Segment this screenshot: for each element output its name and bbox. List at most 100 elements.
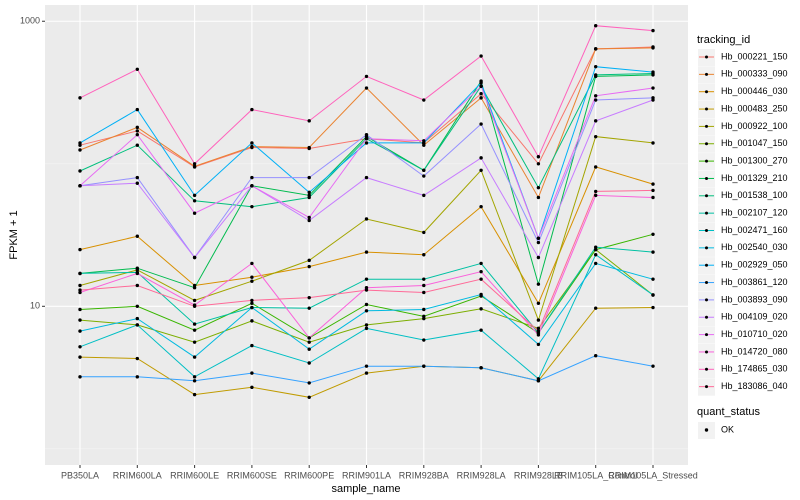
data-point xyxy=(364,74,369,79)
data-point xyxy=(594,247,598,252)
data-point xyxy=(307,218,311,223)
legend-key-point xyxy=(705,333,708,337)
data-point xyxy=(651,195,655,200)
data-point xyxy=(135,304,139,308)
data-point xyxy=(479,204,483,209)
data-point xyxy=(364,277,369,281)
y-tick-label: 1000 xyxy=(20,16,40,26)
legend-label: Hb_003861_120 xyxy=(721,277,788,287)
data-point xyxy=(192,355,197,359)
data-point xyxy=(651,188,655,193)
legend-key-point xyxy=(705,194,708,198)
legend-label: Hb_002471_160 xyxy=(721,225,788,235)
data-point xyxy=(594,98,598,102)
data-point xyxy=(651,141,655,145)
data-point xyxy=(364,288,369,292)
data-point xyxy=(364,250,369,254)
data-point xyxy=(479,156,483,160)
data-point xyxy=(78,307,82,312)
data-point xyxy=(651,250,655,254)
legend-label: Hb_001047_150 xyxy=(721,138,788,148)
data-point xyxy=(422,338,426,342)
data-point xyxy=(594,24,598,28)
data-point xyxy=(479,96,483,100)
data-point xyxy=(651,28,655,33)
legend-key-point xyxy=(705,246,708,250)
data-point xyxy=(651,46,655,50)
legend-key-point xyxy=(705,142,708,146)
data-point xyxy=(192,304,197,308)
data-point xyxy=(307,340,311,344)
data-point xyxy=(364,309,369,313)
data-point xyxy=(594,245,598,249)
data-point xyxy=(422,314,426,319)
data-point xyxy=(78,283,82,288)
data-point xyxy=(422,98,426,102)
legend-key-point xyxy=(705,385,708,389)
legend-key-point xyxy=(705,298,708,302)
data-point xyxy=(594,64,598,69)
data-point xyxy=(135,181,139,185)
data-point xyxy=(307,381,311,385)
data-point xyxy=(536,255,541,260)
legend-key-point xyxy=(705,176,708,180)
data-point xyxy=(536,318,541,322)
legend-key-point xyxy=(705,159,708,163)
legend-label: Hb_000483_250 xyxy=(721,103,788,113)
data-point xyxy=(78,329,82,333)
data-point xyxy=(250,141,254,145)
data-point xyxy=(250,301,254,305)
x-tick-label: RRIM600SE xyxy=(227,470,277,480)
data-point xyxy=(192,298,197,303)
legend-label: Hb_010710_020 xyxy=(721,329,788,339)
data-point xyxy=(364,364,369,368)
data-point xyxy=(135,175,139,180)
x-tick-label: RRIM105LA_Stressed xyxy=(608,470,698,480)
data-point xyxy=(422,139,426,143)
legend-key-point xyxy=(705,124,708,128)
data-point xyxy=(479,54,483,58)
data-point xyxy=(78,96,82,100)
legend-label: Hb_183086_040 xyxy=(721,381,788,391)
data-point xyxy=(651,86,655,90)
legend-key-point xyxy=(705,90,708,94)
data-point xyxy=(536,240,541,245)
data-point xyxy=(594,189,598,194)
data-point xyxy=(307,215,311,220)
data-point xyxy=(594,193,598,198)
data-point xyxy=(422,290,426,295)
data-point xyxy=(78,290,82,295)
legend-title: quant_status xyxy=(697,406,760,418)
data-point xyxy=(651,293,655,297)
legend-key-point xyxy=(705,107,708,111)
data-point xyxy=(651,364,655,368)
legend-label: Hb_000333_090 xyxy=(721,69,788,79)
data-point xyxy=(594,165,598,169)
x-tick-label: RRIM600LA xyxy=(113,470,162,480)
data-point xyxy=(651,305,655,310)
data-point xyxy=(78,355,82,359)
data-point xyxy=(250,175,254,180)
legend-label: Hb_003893_090 xyxy=(721,294,788,304)
legend-label: Hb_004109_020 xyxy=(721,312,788,322)
data-point xyxy=(479,292,483,297)
data-point xyxy=(479,122,483,126)
data-point xyxy=(536,342,541,347)
legend-label: Hb_002107_120 xyxy=(721,208,788,218)
legend-key-point xyxy=(705,281,708,285)
data-point xyxy=(192,322,197,326)
x-tick-label: PB350LA xyxy=(61,470,99,480)
data-point xyxy=(536,326,541,331)
data-point xyxy=(651,70,655,74)
data-point xyxy=(594,354,598,358)
data-point xyxy=(364,286,369,290)
data-point xyxy=(364,132,369,137)
data-point xyxy=(192,199,197,203)
data-point xyxy=(422,174,426,178)
data-point xyxy=(479,269,483,274)
data-point xyxy=(78,247,82,252)
data-point xyxy=(307,264,311,269)
x-tick-label: RRIM105LA_Control xyxy=(554,470,637,480)
legend-key-point xyxy=(705,263,708,267)
